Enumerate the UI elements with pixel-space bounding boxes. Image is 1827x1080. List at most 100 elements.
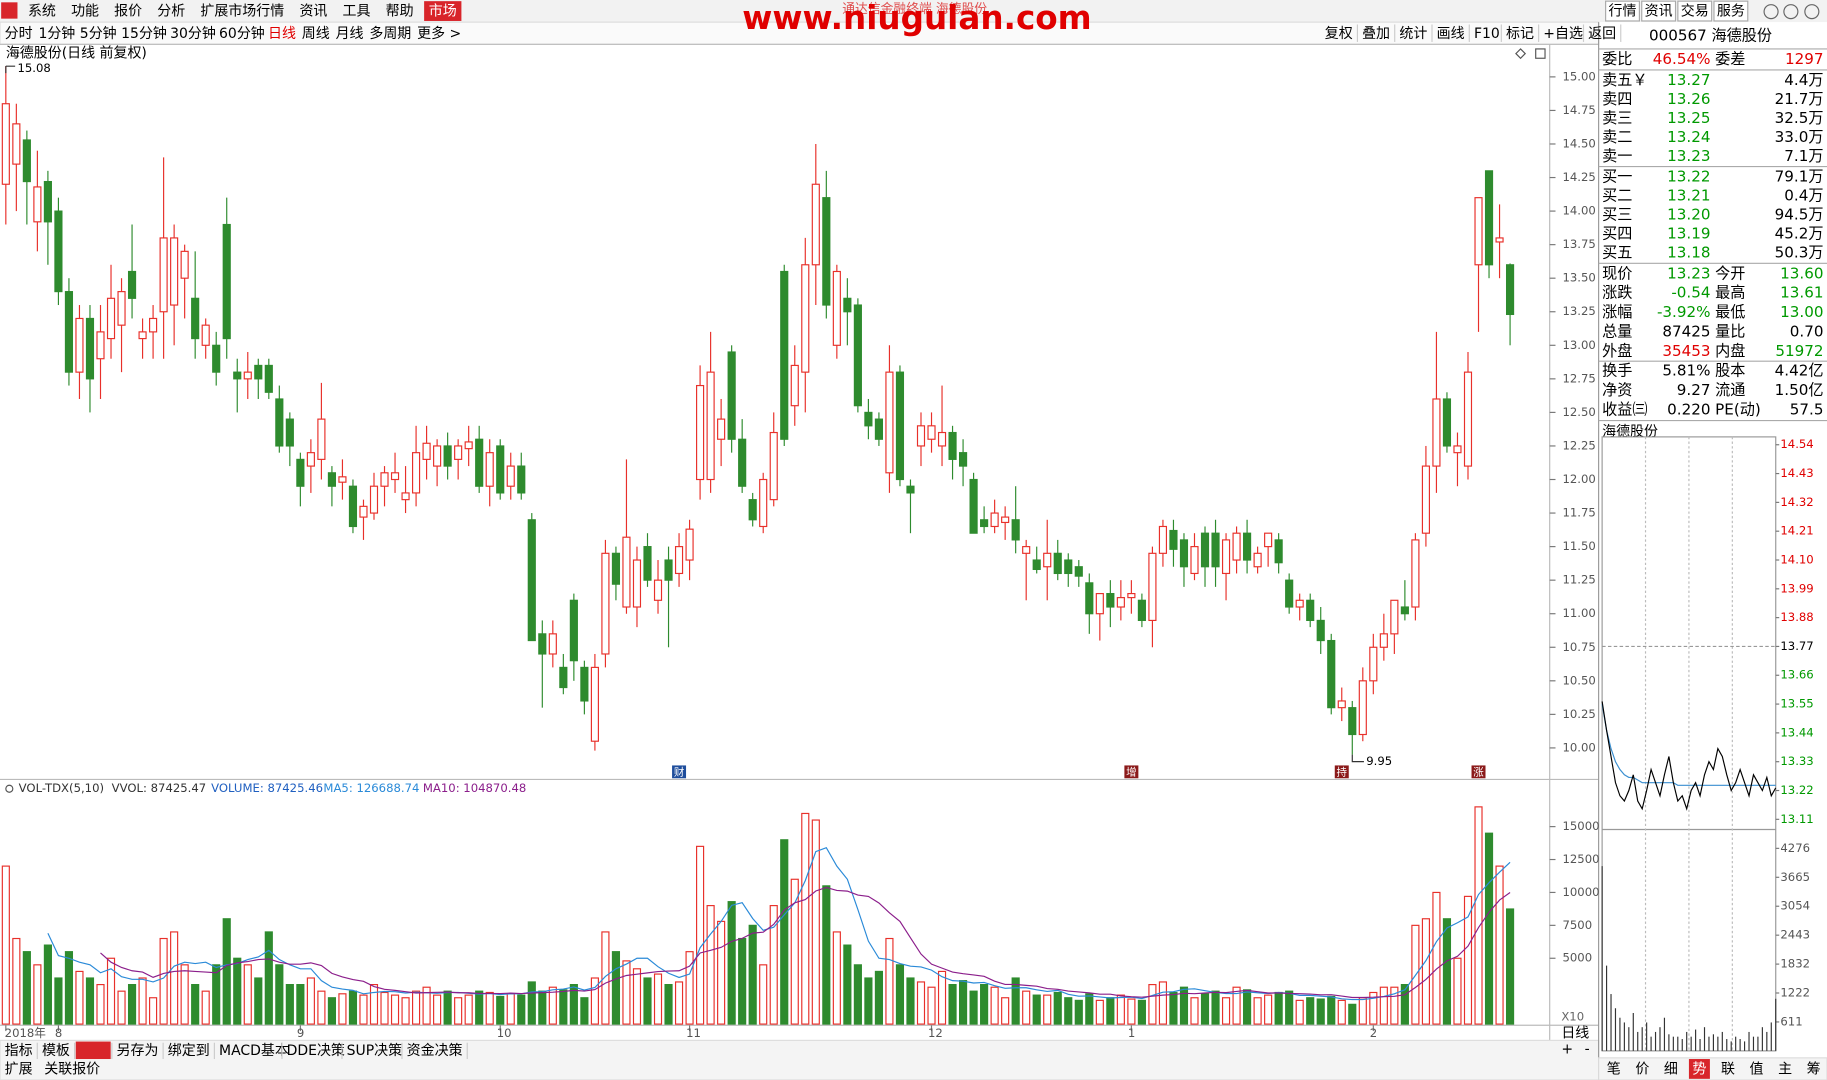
quote-value: 46.54% <box>1653 50 1711 68</box>
volume-bar <box>1306 997 1315 1025</box>
zoom-out[interactable]: - <box>1585 1042 1590 1058</box>
candle-body <box>233 371 242 380</box>
menu-item[interactable]: 帮助 <box>386 4 414 20</box>
event-flag-label[interactable]: 持 <box>1337 765 1348 778</box>
bottom-tab[interactable]: 绑定到 <box>168 1043 210 1059</box>
tool-button[interactable]: 复权 <box>1325 25 1353 42</box>
top-button-bg[interactable] <box>1677 0 1713 22</box>
event-flag-label[interactable]: 财 <box>674 765 684 778</box>
tool-button[interactable]: 叠加 <box>1362 26 1390 42</box>
period-tab[interactable]: 30分钟 <box>170 25 216 42</box>
candle-body <box>275 398 284 447</box>
bottom-tab[interactable]: DDE决策 <box>287 1042 345 1059</box>
candle-body <box>64 291 74 373</box>
event-flag-label[interactable]: 涨 <box>1473 766 1484 778</box>
intraday-tab[interactable]: 筹 <box>1807 1061 1821 1078</box>
bottom-tab[interactable]: 另存为 <box>117 1043 159 1059</box>
period-tab[interactable]: 5分钟 <box>80 25 117 42</box>
menu-item[interactable]: 系统 <box>28 4 56 20</box>
watermark: www.niugulan.com <box>742 0 1091 37</box>
period-tab[interactable]: 日线 <box>268 26 296 42</box>
intraday-tab[interactable]: 主 <box>1778 1062 1792 1078</box>
candle-body <box>622 536 631 608</box>
menu-item[interactable]: 功能 <box>71 4 99 20</box>
intraday-tab[interactable]: 笔 <box>1607 1062 1621 1078</box>
top-button[interactable]: 服务 <box>1717 4 1745 20</box>
volume-bar <box>1432 891 1441 1025</box>
period-tab[interactable]: 周线 <box>302 26 330 42</box>
menu-item[interactable]: 工具 <box>343 4 371 20</box>
intraday-tab[interactable]: 细 <box>1664 1062 1678 1078</box>
top-button[interactable]: 资讯 <box>1645 4 1673 20</box>
tool-button[interactable]: F10 <box>1474 26 1500 42</box>
bottom-tab[interactable]: 资金决策 <box>407 1042 463 1059</box>
intraday-y-tick-label: 14.32 <box>1780 495 1813 509</box>
period-tab[interactable]: 1分钟 <box>38 25 75 42</box>
volume-bar <box>864 977 873 1025</box>
bottom-tab[interactable]: 模板 <box>42 1043 70 1059</box>
market-button[interactable]: 市场 <box>429 3 457 20</box>
event-flag[interactable] <box>672 765 687 779</box>
volume-bar <box>1484 832 1494 1025</box>
bottom-tab[interactable]: MACD基本 <box>219 1042 289 1059</box>
candle-body <box>632 559 642 608</box>
candle-body <box>885 371 894 474</box>
market-button-bg[interactable] <box>424 1 462 21</box>
layout-icon[interactable] <box>1535 48 1546 59</box>
menu-item[interactable]: 扩展市场行情 <box>200 3 284 20</box>
event-flag[interactable] <box>1471 765 1486 779</box>
event-flag-label[interactable]: 增 <box>1126 765 1136 778</box>
bottom-tab[interactable]: 指标 <box>5 1043 33 1059</box>
menu-item[interactable]: 分析 <box>157 4 185 20</box>
period-tab[interactable]: 60分钟 <box>219 25 265 42</box>
quote-value: 13.20 <box>1667 206 1710 224</box>
top-button-bg[interactable] <box>1605 0 1640 22</box>
tool-button[interactable]: 标记 <box>1506 26 1534 42</box>
volume-bar <box>127 984 137 1025</box>
period-tab[interactable]: 多周期 <box>369 25 411 42</box>
event-flag[interactable] <box>1334 765 1349 779</box>
intraday-tab[interactable]: 价 <box>1635 1062 1649 1078</box>
draw-icon[interactable] <box>1515 48 1527 60</box>
intraday-tab[interactable]: 联 <box>1721 1062 1735 1078</box>
footer-tab[interactable]: 关联报价 <box>44 1062 100 1078</box>
volume-bar <box>1390 986 1399 1025</box>
candle-body <box>106 297 116 340</box>
maximize[interactable] <box>1783 4 1799 20</box>
quote-value: 13.25 <box>1667 109 1710 127</box>
tool-button[interactable]: 统计 <box>1399 26 1427 42</box>
intraday-tab-bg[interactable] <box>1688 1059 1710 1079</box>
top-button[interactable]: 行情 <box>1609 4 1637 20</box>
quote-label: 收益㈢ <box>1602 400 1647 418</box>
bottom-tab[interactable]: SUP决策 <box>347 1042 402 1059</box>
period-tab[interactable]: 更多 > <box>417 25 461 42</box>
top-button-bg[interactable] <box>1641 0 1677 22</box>
tool-button[interactable]: 画线 <box>1437 26 1465 42</box>
top-button-bg[interactable] <box>1713 0 1749 22</box>
quote-value: 9.27 <box>1677 381 1711 399</box>
event-flag[interactable] <box>1124 765 1139 779</box>
top-button[interactable]: 交易 <box>1681 3 1709 20</box>
y-tick-label: 15.00 <box>1563 69 1596 83</box>
tool-button[interactable]: 返回 <box>1588 26 1616 42</box>
tool-button[interactable]: +自选 <box>1543 26 1583 42</box>
footer-tab[interactable]: 扩展 <box>5 1062 33 1078</box>
volume-bar <box>885 937 894 1025</box>
volume-bar <box>1442 918 1452 1025</box>
menu-item[interactable]: 资讯 <box>299 4 327 20</box>
period-tab[interactable]: 15分钟 <box>121 25 167 42</box>
period-tab[interactable]: 月线 <box>336 26 364 42</box>
y-tick-label: 11.00 <box>1563 606 1596 620</box>
menu-item[interactable]: 报价 <box>114 4 142 20</box>
period-tab[interactable]: 分时 <box>5 26 33 42</box>
intraday-tab[interactable]: 势 <box>1692 1062 1706 1078</box>
volume-bar <box>1243 989 1252 1025</box>
zoom-in[interactable]: + <box>1561 1042 1573 1058</box>
candle-body <box>590 666 599 742</box>
volume-bar <box>180 964 189 1025</box>
intraday-tab[interactable]: 值 <box>1750 1062 1764 1078</box>
minimize[interactable] <box>1763 4 1779 20</box>
volume-bar <box>916 981 926 1025</box>
close[interactable] <box>1804 4 1820 20</box>
volume-bar <box>1232 986 1241 1025</box>
